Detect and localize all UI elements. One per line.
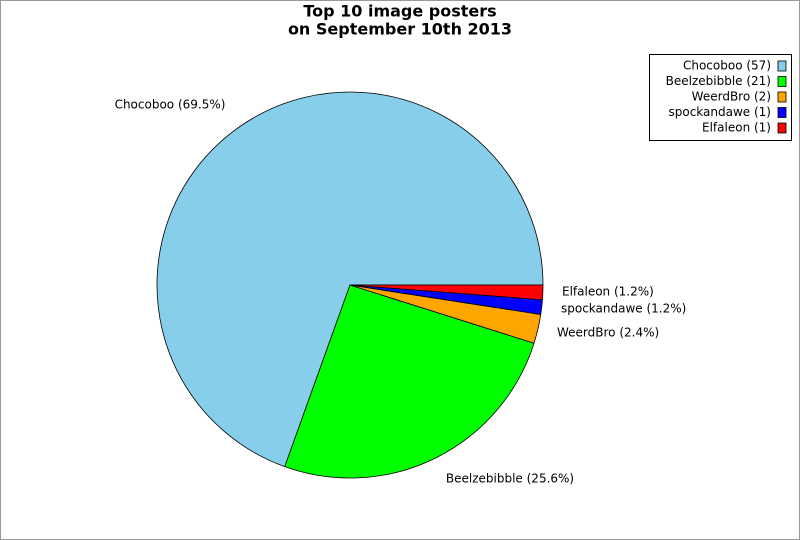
slice-label: WeerdBro (2.4%) bbox=[557, 326, 659, 340]
pie-slice bbox=[156, 91, 544, 468]
legend-swatch bbox=[777, 60, 787, 72]
slice-label: Chocoboo (69.5%) bbox=[115, 98, 226, 112]
legend-swatch bbox=[777, 76, 787, 87]
chart-subtitle: on September 10th 2013 bbox=[288, 20, 512, 39]
legend-label: Beelzebibble (21) bbox=[666, 74, 771, 88]
legend-swatch bbox=[777, 91, 787, 103]
legend-label: WeerdBro (2) bbox=[692, 90, 771, 104]
legend-swatch bbox=[777, 122, 787, 134]
legend-box bbox=[649, 54, 792, 141]
legend-label: Elfaleon (1) bbox=[702, 121, 771, 135]
chart-title: Top 10 image posters bbox=[303, 2, 496, 21]
pie-slice bbox=[349, 284, 544, 301]
legend-label: spockandawe (1) bbox=[669, 105, 772, 119]
legend-label: Chocoboo (57) bbox=[683, 59, 771, 73]
slice-label: Elfaleon (1.2%) bbox=[562, 285, 654, 299]
slice-label: spockandawe (1.2%) bbox=[561, 302, 686, 316]
pie-slice bbox=[284, 284, 535, 479]
legend-swatch bbox=[777, 107, 787, 118]
slice-label: Beelzebibble (25.6%) bbox=[446, 472, 574, 486]
